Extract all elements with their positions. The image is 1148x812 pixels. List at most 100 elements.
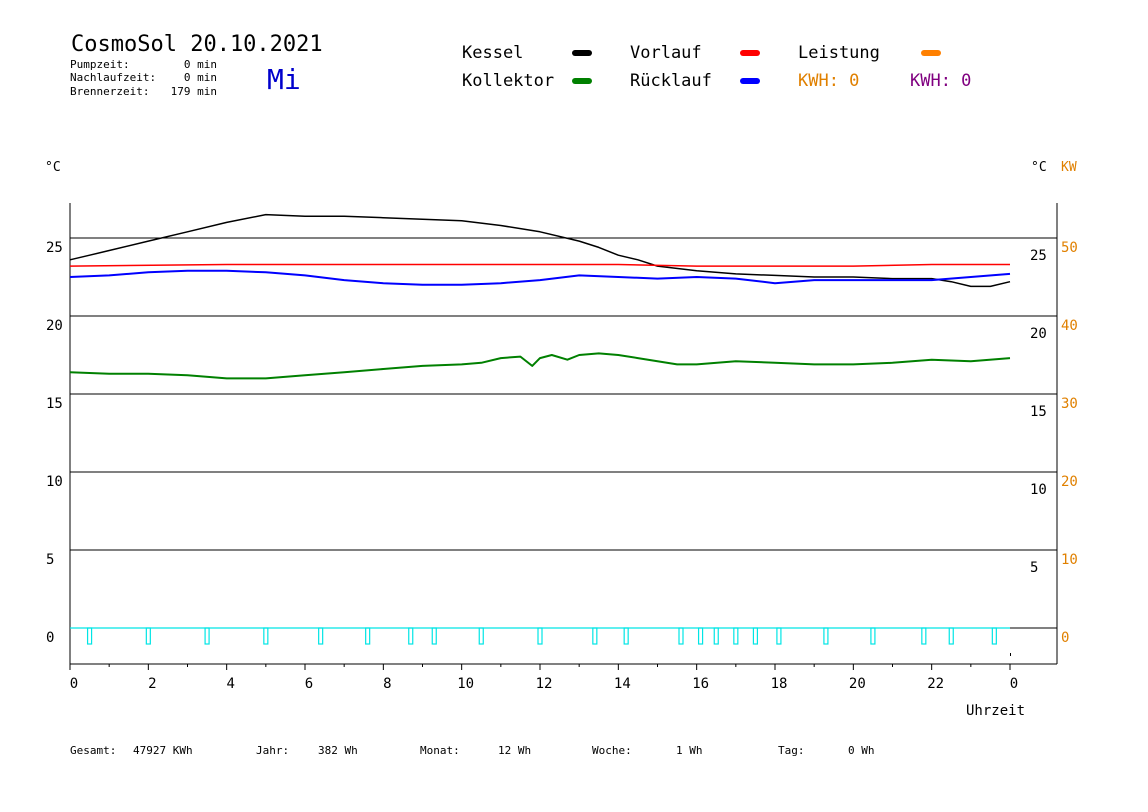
legend-kessel-label: Kessel [462,43,523,63]
pump-pulse [365,627,371,645]
x-tick-label: 14 [614,676,631,692]
pump-pulse [776,627,782,645]
y-right-c-tick-label: 15 [1030,404,1047,420]
y-right-kw-tick-label: 10 [1061,552,1078,568]
x-tick-label: 8 [383,676,391,692]
x-tick-label: 0 [70,676,78,692]
pump-pulse [697,627,704,645]
footer-jahr-value: 382 Wh [318,744,358,757]
pump-pulse [592,627,598,645]
series-line-kessel [69,213,1011,288]
x-tick-label: 16 [692,676,709,692]
footer-gesamt-label: Gesamt: [70,744,116,757]
pump-pulse [823,627,829,645]
y-left-tick-label: 25 [46,240,63,256]
weekday: Mi [267,63,301,96]
stat-label-nachlaufzeit: Nachlaufzeit: [70,71,156,84]
stats-block: Pumpzeit: 0 min Nachlaufzeit: 0 min Bren… [70,58,217,98]
pump-pulse [752,627,759,645]
pump-pulse [733,627,739,645]
pump-pulse [145,627,151,645]
pump-pulse [678,627,684,645]
x-tick-label: 22 [927,676,944,692]
legend-leistung-swatch [921,50,941,56]
legend-kwh-purple: KWH: 0 [910,71,971,91]
right-axis-unit-kw: KW [1061,160,1077,175]
y-left-tick-label: 15 [46,396,63,412]
legend-ruecklauf-label: Rücklauf [630,71,712,91]
stat-value-pumpzeit: 0 min [184,58,217,71]
legend-leistung-label: Leistung [798,43,880,63]
pump-pulse [948,627,954,645]
legend-vorlauf-swatch [740,50,760,56]
tick-label-layer: 0 2 4 6 8 10 12 14 16 18 20 22 0 0 5 10 15 20 25 5 10 15 20 25 0… [46,240,1078,692]
x-axis-label: Uhrzeit [966,703,1025,719]
pump-pulse [623,627,629,645]
y-right-kw-tick-label: 30 [1061,396,1078,412]
series-line-kollektor [69,352,1011,380]
series-line-ruecklauf [69,269,1011,286]
y-right-c-tick-label: 10 [1030,482,1047,498]
footer-woche-label: Woche: [592,744,632,757]
pump-pulse [263,627,269,645]
y-right-c-tick-label: 5 [1030,560,1038,576]
stat-value-nachlaufzeit: 0 min [184,71,217,84]
pump-pulse [318,627,324,645]
legend-kollektor-swatch [572,78,592,84]
x-tick-label: 4 [226,676,234,692]
y-right-c-tick-label: 25 [1030,248,1047,264]
y-right-kw-tick-label: 20 [1061,474,1078,490]
pump-pulse [478,627,484,645]
x-tick-label: 12 [536,676,553,692]
x-tick-label: 18 [771,676,788,692]
pump-pulse [537,627,543,645]
pump-pulse [991,627,997,645]
y-right-kw-tick-label: 40 [1061,318,1078,334]
footer-monat-value: 12 Wh [498,744,531,757]
x-tick-label: 2 [148,676,156,692]
chart-title: CosmoSol 20.10.2021 [71,32,323,57]
pump-pulse [204,627,210,645]
axis-layer [69,203,1058,670]
footer-totals: Gesamt: 47927 KWh Jahr: 382 Wh Monat: 12… [70,744,875,757]
footer-woche-value: 1 Wh [676,744,703,757]
footer-tag-label: Tag: [778,744,805,757]
y-left-tick-label: 20 [46,318,63,334]
legend-kwh-orange: KWH: 0 [798,71,859,91]
x-tick-label: 6 [305,676,313,692]
pump-pulse [921,627,927,645]
left-axis-unit: °C [45,160,61,175]
pump-pulse [713,627,719,645]
stat-label-brennerzeit: Brennerzeit: [70,85,149,98]
right-axis-unit-c: °C [1031,160,1047,175]
legend: Kessel Vorlauf Leistung Kollektor Rückla… [462,43,971,91]
legend-vorlauf-label: Vorlauf [630,43,702,63]
y-right-kw-tick-label: 0 [1061,630,1069,646]
footer-monat-label: Monat: [420,744,460,757]
pump-pulse [86,627,93,645]
pump-pulse [408,627,414,645]
end-marker [1010,653,1011,656]
x-tick-label: 0 [1010,676,1018,692]
series-line-vorlauf [69,263,1010,267]
footer-jahr-label: Jahr: [256,744,289,757]
series-layer [69,213,1011,656]
stat-label-pumpzeit: Pumpzeit: [70,58,130,71]
pump-pulse [870,627,876,645]
x-tick-label: 20 [849,676,866,692]
y-left-tick-label: 0 [46,630,54,646]
pump-pulse [431,627,437,645]
y-left-tick-label: 5 [46,552,54,568]
footer-gesamt-value: 47927 KWh [133,744,193,757]
y-right-c-tick-label: 20 [1030,326,1047,342]
x-tick-label: 10 [457,676,474,692]
legend-kessel-swatch [572,50,592,56]
y-left-tick-label: 10 [46,474,63,490]
footer-tag-value: 0 Wh [848,744,875,757]
stat-value-brennerzeit: 179 min [171,85,217,98]
legend-kollektor-label: Kollektor [462,71,554,91]
legend-ruecklauf-swatch [740,78,760,84]
y-right-kw-tick-label: 50 [1061,240,1078,256]
grid-layer [70,237,1057,629]
